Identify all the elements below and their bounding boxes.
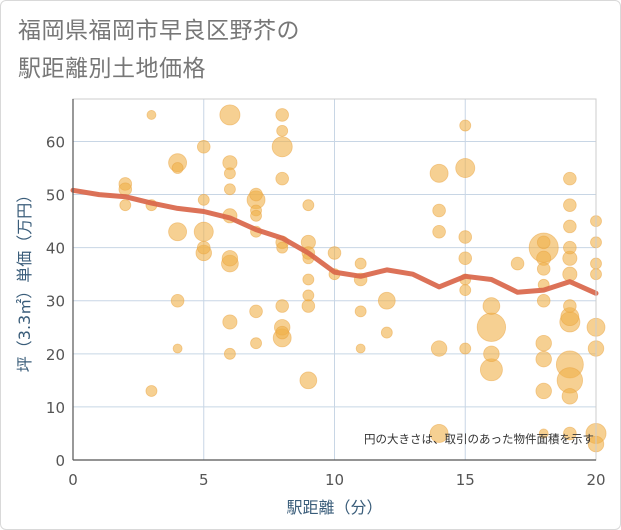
bubble-point — [249, 187, 263, 202]
bubble-point — [510, 256, 525, 271]
bubble-point — [479, 358, 503, 382]
bubble-point — [536, 262, 551, 276]
bubble-point — [459, 342, 472, 355]
bubble-point — [302, 199, 315, 212]
y-tick-label: 0 — [55, 452, 65, 470]
bubble-point — [536, 293, 551, 308]
y-tick-label: 20 — [46, 346, 65, 364]
bubble-point — [563, 171, 577, 186]
bubble-point — [250, 337, 262, 350]
bubble-point — [219, 104, 241, 126]
bubble-point — [535, 350, 552, 368]
tick-labels: 0 10 20 30 40 50 60 0 5 10 15 20 — [46, 133, 606, 489]
bubble-point — [563, 219, 577, 234]
bubble-point — [483, 345, 500, 363]
y-tick-label: 10 — [46, 399, 65, 417]
bubble-point — [172, 343, 183, 354]
bubble-point — [459, 119, 472, 132]
x-tick-label: 10 — [325, 471, 344, 489]
bubble-point — [327, 246, 342, 260]
bubble-point — [170, 293, 185, 308]
x-tick-label: 15 — [456, 471, 475, 489]
bubble-point — [455, 158, 476, 178]
bubble-point — [249, 304, 263, 319]
bubble-point — [196, 140, 211, 154]
bubble-point — [563, 426, 577, 441]
y-tick-label: 40 — [46, 240, 65, 258]
bubble-point — [354, 305, 367, 318]
bubble-point — [302, 273, 315, 286]
axes — [72, 98, 597, 461]
bubble-point — [168, 222, 188, 242]
bubble-point — [538, 428, 549, 439]
bubble-point — [276, 241, 289, 254]
bubble-point — [536, 235, 551, 250]
bubble-point — [355, 343, 366, 354]
y-tick-label: 30 — [46, 293, 65, 311]
x-tick-label: 20 — [586, 471, 605, 489]
x-tick-label: 0 — [68, 471, 78, 489]
trend-line — [70, 187, 599, 296]
bubble-point — [275, 108, 289, 122]
bubble-point — [275, 325, 289, 340]
bubble-point — [275, 171, 289, 186]
y-tick-label: 50 — [46, 187, 65, 205]
bubble-point — [197, 193, 210, 206]
bubble-point — [146, 110, 157, 120]
bubble-point — [563, 240, 577, 255]
bubble-point — [171, 162, 184, 174]
bubble-point — [377, 291, 396, 310]
bubble-point — [118, 182, 133, 197]
bubble-point — [275, 299, 289, 313]
bubble-point — [535, 382, 552, 400]
bubble-point — [563, 299, 577, 313]
bubble-point — [430, 340, 448, 357]
bubble-point — [196, 240, 211, 255]
bubble-point — [223, 167, 236, 180]
bubble-point — [432, 224, 446, 239]
y-tick-label: 60 — [46, 133, 65, 151]
bubble-point — [476, 312, 507, 342]
bubble-point — [429, 163, 449, 183]
bubble-point — [561, 388, 579, 405]
bubble-point — [380, 326, 393, 339]
bubble-point — [250, 209, 262, 222]
bubble-point — [458, 251, 473, 266]
x-tick-label: 5 — [199, 471, 209, 489]
bubble-point — [222, 314, 238, 330]
bubble-point — [432, 203, 446, 218]
page-title: 福岡県福岡市早良区野芥の 駅距離別土地価格 — [18, 12, 300, 88]
bubble-point — [354, 257, 367, 270]
bubble-point — [223, 347, 236, 360]
bubble-point — [119, 199, 132, 212]
bubble-point — [301, 299, 316, 313]
size-note: 円の大きさは、取引のあった物件面積を示す — [364, 432, 594, 446]
bubble-point — [458, 230, 473, 244]
bubble-point — [482, 297, 501, 315]
bubble-point — [302, 289, 315, 302]
y-axis-title: 坪（3.3㎡）単価（万円） — [15, 187, 34, 372]
title-line-1: 福岡県福岡市早良区野芥の — [18, 18, 300, 44]
bubble-point — [271, 136, 293, 158]
bubble-point — [429, 424, 449, 443]
bubble-point — [535, 335, 552, 352]
bubble-point — [459, 284, 472, 297]
trend-layer — [70, 187, 599, 296]
title-line-2: 駅距離別土地価格 — [18, 56, 206, 82]
bubble-point — [145, 385, 158, 397]
bubble-point — [299, 371, 318, 390]
bubble-point — [193, 221, 214, 242]
bubble-point — [563, 198, 577, 212]
bubble-point — [221, 250, 239, 267]
bubble-point — [276, 124, 289, 137]
bubble-point — [223, 183, 236, 196]
x-axis-title: 駅距離（分） — [286, 498, 382, 517]
